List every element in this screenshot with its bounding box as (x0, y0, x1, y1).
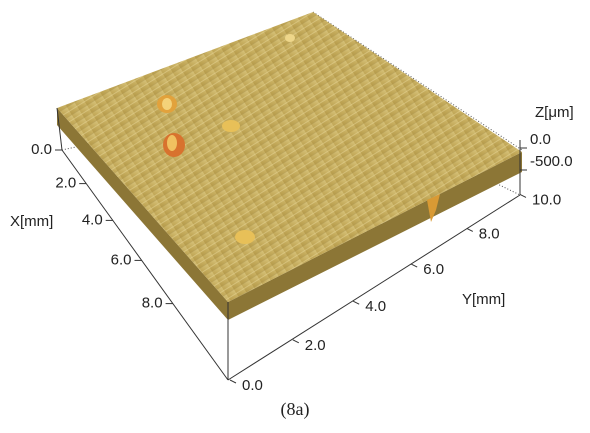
z-axis-label: Z[μm] (535, 104, 574, 121)
y-tick-label: 2.0 (305, 337, 326, 354)
x-tick-label: 6.0 (111, 251, 132, 268)
x-tick-label: 8.0 (142, 295, 163, 312)
y-tick (520, 194, 526, 197)
y-tick (467, 228, 473, 231)
caption: (8a) (281, 399, 310, 420)
y-tick-label: 8.0 (479, 225, 500, 242)
x-tick-label: 4.0 (82, 211, 103, 228)
y-tick-label: 0.0 (242, 377, 263, 394)
x-tick-label: 0.0 (31, 141, 52, 158)
x-tick-label: 2.0 (55, 175, 76, 192)
y-axis-label: Y[mm] (462, 291, 505, 308)
z-tick-label: -500.0 (530, 153, 573, 170)
y-tick-label: 10.0 (532, 191, 561, 208)
y-tick (230, 380, 236, 383)
x-axis-label: X[mm] (10, 213, 53, 230)
chart: X[mm] Y[mm] Z[μm] (8a) 0.02.04.06.08.00.… (0, 0, 590, 428)
y-tick (411, 264, 417, 267)
y-tick (353, 301, 359, 304)
y-tick-label: 4.0 (365, 298, 386, 315)
y-tick (293, 340, 299, 343)
z-tick-label: 0.0 (530, 131, 551, 148)
y-tick-label: 6.0 (423, 261, 444, 278)
